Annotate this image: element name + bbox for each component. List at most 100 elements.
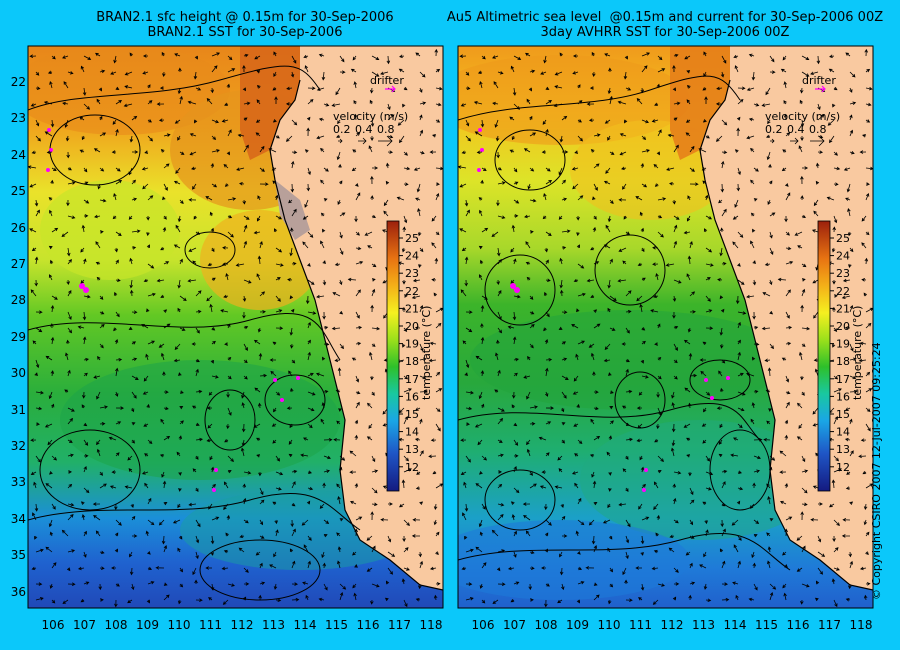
current-vector-arrow xyxy=(188,247,197,252)
current-vector-arrow xyxy=(609,327,616,331)
current-vector-arrow xyxy=(287,278,293,282)
current-vector-arrow xyxy=(465,86,471,90)
current-vector-arrow xyxy=(163,435,171,441)
current-vector-arrow xyxy=(463,481,467,489)
current-vector-arrow xyxy=(51,455,57,461)
current-vector-arrow xyxy=(641,119,650,124)
current-vector-arrow xyxy=(433,503,438,511)
right-drifter-label: drifter xyxy=(802,74,836,87)
left-title-line2: BRAN2.1 SST for 30-Sep-2006 xyxy=(147,25,343,40)
current-vector-arrow xyxy=(672,483,676,489)
current-vector-arrow xyxy=(689,581,696,585)
current-vector-arrow xyxy=(147,135,153,142)
current-vector-arrow xyxy=(589,453,595,458)
colorbar-tick-label: 13 xyxy=(405,443,419,456)
current-vector-arrow xyxy=(399,135,405,144)
current-vector-arrow xyxy=(816,55,821,65)
current-vector-arrow xyxy=(187,100,197,105)
current-vector-arrow xyxy=(461,566,467,571)
current-vector-arrow xyxy=(370,195,374,201)
current-vector-arrow xyxy=(403,215,408,224)
current-vector-arrow xyxy=(211,247,215,253)
current-vector-arrow xyxy=(796,567,803,572)
current-vector-arrow xyxy=(291,481,296,489)
current-vector-arrow xyxy=(529,483,537,489)
current-vector-arrow xyxy=(115,231,122,236)
current-vector-arrow xyxy=(510,65,515,73)
current-vector-arrow xyxy=(211,340,216,345)
current-vector-arrow xyxy=(753,455,761,460)
current-vector-arrow xyxy=(235,263,245,267)
current-vector-arrow xyxy=(811,229,819,233)
current-vector-arrow xyxy=(608,372,612,377)
current-vector-arrow xyxy=(720,183,725,193)
current-vector-arrow xyxy=(272,87,277,91)
current-vector-arrow xyxy=(259,499,265,505)
current-vector-arrow xyxy=(737,231,744,238)
current-vector-arrow xyxy=(761,326,771,331)
current-vector-arrow xyxy=(349,450,357,457)
current-vector-arrow xyxy=(865,68,871,73)
current-vector-arrow xyxy=(541,470,547,474)
current-vector-arrow xyxy=(352,149,357,153)
current-vector-arrow xyxy=(334,262,341,267)
current-vector-arrow xyxy=(622,183,627,190)
current-vector-arrow xyxy=(832,343,836,348)
current-vector-arrow xyxy=(141,167,149,171)
current-vector-arrow xyxy=(49,471,53,475)
current-vector-arrow xyxy=(403,468,412,473)
current-vector-arrow xyxy=(571,167,579,171)
current-vector-arrow xyxy=(477,439,483,446)
current-vector-arrow xyxy=(222,599,229,605)
current-vector-arrow xyxy=(746,294,755,299)
colorbar-tick-label: 20 xyxy=(836,320,850,333)
current-vector-arrow xyxy=(652,599,659,605)
current-vector-arrow xyxy=(863,519,868,526)
current-vector-arrow xyxy=(625,455,629,460)
current-vector-arrow xyxy=(370,135,374,142)
current-vector-arrow xyxy=(491,529,499,537)
current-vector-arrow xyxy=(465,390,474,395)
current-vector-arrow xyxy=(256,454,261,458)
current-vector-arrow xyxy=(114,391,119,397)
current-vector-arrow xyxy=(752,260,756,265)
current-vector-arrow xyxy=(334,358,341,363)
current-vector-arrow xyxy=(512,311,517,321)
current-vector-arrow xyxy=(411,534,421,538)
current-vector-arrow xyxy=(129,52,133,57)
current-vector-arrow xyxy=(268,148,277,153)
current-vector-arrow xyxy=(667,133,675,138)
current-vector-arrow xyxy=(50,119,55,128)
current-vector-arrow xyxy=(702,341,707,346)
current-vector-arrow xyxy=(370,304,374,313)
current-vector-arrow xyxy=(480,370,485,377)
current-vector-arrow xyxy=(131,515,136,521)
current-vector-arrow xyxy=(338,407,342,412)
current-vector-arrow xyxy=(428,454,437,459)
current-vector-arrow xyxy=(814,597,819,602)
current-vector-arrow xyxy=(243,497,247,505)
current-vector-arrow xyxy=(865,407,871,412)
current-vector-arrow xyxy=(173,358,181,363)
current-vector-arrow xyxy=(545,452,550,457)
current-vector-arrow xyxy=(99,167,105,172)
current-vector-arrow xyxy=(737,407,745,412)
current-vector-arrow xyxy=(99,198,107,203)
current-vector-arrow xyxy=(833,547,839,553)
current-vector-arrow xyxy=(67,327,73,334)
current-vector-arrow xyxy=(561,391,567,399)
current-vector-arrow xyxy=(67,215,76,219)
current-vector-arrow xyxy=(192,405,197,409)
current-vector-arrow xyxy=(702,501,707,505)
current-vector-arrow xyxy=(273,583,278,590)
current-vector-arrow xyxy=(429,150,437,154)
current-vector-arrow xyxy=(785,260,794,265)
current-vector-arrow xyxy=(256,273,261,281)
current-vector-arrow xyxy=(673,343,678,351)
current-vector-arrow xyxy=(785,183,789,187)
current-vector-arrow xyxy=(241,439,246,447)
current-vector-arrow xyxy=(35,406,43,411)
current-vector-arrow xyxy=(656,391,660,398)
current-vector-arrow xyxy=(193,71,198,80)
current-vector-arrow xyxy=(604,119,611,124)
